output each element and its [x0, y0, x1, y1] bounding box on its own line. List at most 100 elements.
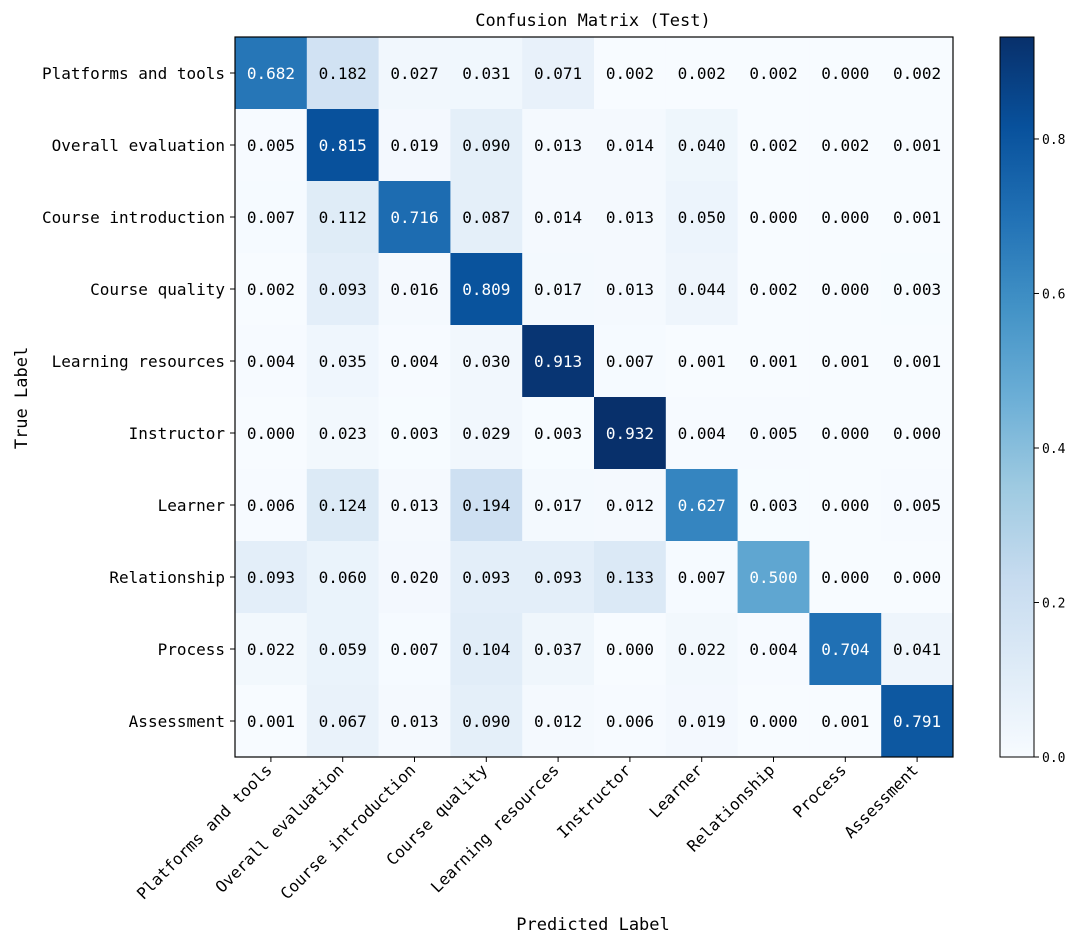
heatmap-cell-r8-c1	[306, 613, 380, 686]
heatmap-cell-r7-c6	[665, 541, 739, 614]
heatmap-cell-r0-c8	[809, 37, 882, 110]
cell-value-r5-c4: 0.003	[534, 424, 582, 443]
heatmap-cell-r8-c4	[522, 613, 595, 686]
heatmap-cell-r9-c7	[737, 685, 810, 758]
y-tick-label-8: Process	[158, 640, 225, 659]
cell-value-r5-c6: 0.004	[678, 424, 726, 443]
cell-value-r2-c1: 0.112	[319, 208, 367, 227]
heatmap-cell-r7-c4	[522, 541, 595, 614]
colorbar-tick-label-0: 0.0	[1042, 751, 1065, 766]
colorbar	[999, 36, 1035, 758]
heatmap-cell-r1-c1	[306, 109, 380, 182]
cell-value-r6-c5: 0.012	[606, 496, 654, 515]
heatmap-cell-r7-c1	[306, 541, 380, 614]
cell-value-r6-c6: 0.627	[678, 496, 726, 515]
cell-value-r4-c0: 0.004	[247, 352, 295, 371]
heatmap-cell-r3-c4	[522, 253, 595, 326]
cell-value-r5-c9: 0.000	[893, 424, 941, 443]
cell-value-r3-c7: 0.002	[749, 280, 797, 299]
cell-value-r5-c2: 0.003	[390, 424, 438, 443]
cell-value-r2-c8: 0.000	[821, 208, 869, 227]
heatmap-cell-r0-c4	[522, 37, 595, 110]
cell-value-r7-c5: 0.133	[606, 568, 654, 587]
cell-value-r6-c2: 0.013	[390, 496, 438, 515]
cell-value-r1-c2: 0.019	[390, 136, 438, 155]
x-axis-label: Predicted Label	[516, 915, 670, 935]
cell-value-r9-c8: 0.001	[821, 712, 869, 731]
heatmap-cell-r0-c6	[665, 37, 739, 110]
cell-value-r8-c4: 0.037	[534, 640, 582, 659]
heatmap-cell-r8-c8	[809, 613, 882, 686]
cell-value-r3-c5: 0.013	[606, 280, 654, 299]
heatmap-cell-r0-c0	[235, 37, 308, 110]
heatmap-cell-r8-c5	[594, 613, 667, 686]
cell-value-r8-c8: 0.704	[821, 640, 869, 659]
heatmap-cell-r9-c3	[450, 685, 523, 758]
cell-value-r8-c6: 0.022	[678, 640, 726, 659]
cell-value-r0-c3: 0.031	[462, 64, 510, 83]
cell-value-r8-c1: 0.059	[319, 640, 367, 659]
heatmap-cell-r0-c7	[737, 37, 810, 110]
cell-value-r0-c4: 0.071	[534, 64, 582, 83]
heatmap-cell-r6-c7	[737, 469, 810, 542]
cell-value-r6-c9: 0.005	[893, 496, 941, 515]
cell-value-r2-c9: 0.001	[893, 208, 941, 227]
cell-value-r5-c0: 0.000	[247, 424, 295, 443]
heatmap-cell-r0-c2	[378, 37, 451, 110]
heatmap-cell-r2-c5	[594, 181, 667, 254]
cell-value-r1-c6: 0.040	[678, 136, 726, 155]
cell-value-r2-c6: 0.050	[678, 208, 726, 227]
cell-value-r0-c6: 0.002	[678, 64, 726, 83]
heatmap-cell-r6-c6	[665, 469, 739, 542]
heatmap-cell-r6-c0	[235, 469, 308, 542]
cell-value-r4-c3: 0.030	[462, 352, 510, 371]
heatmap-cell-r8-c0	[235, 613, 308, 686]
heatmap-cell-labels: 0.682 0.182 0.027 0.031 0.071 0.002 0.002 0.002…	[247, 64, 941, 731]
cell-value-r2-c4: 0.014	[534, 208, 582, 227]
heatmap-cell-r3-c6	[665, 253, 739, 326]
y-tick-label-9: Assessment	[129, 712, 225, 731]
heatmap-cell-r9-c6	[665, 685, 739, 758]
heatmap-cell-r8-c3	[450, 613, 523, 686]
cell-value-r7-c6: 0.007	[678, 568, 726, 587]
heatmap-cell-r6-c3	[450, 469, 523, 542]
x-tick-label-2: Course introduction	[276, 760, 419, 903]
x-tick-label-8: Process	[789, 760, 850, 821]
cell-value-r1-c8: 0.002	[821, 136, 869, 155]
cell-value-r7-c1: 0.060	[319, 568, 367, 587]
x-tick-label-0: Platforms and tools	[133, 760, 276, 903]
heatmap-cell-r1-c3	[450, 109, 523, 182]
cell-value-r9-c4: 0.012	[534, 712, 582, 731]
heatmap-cell-r1-c9	[881, 109, 954, 182]
heatmap-cell-r3-c9	[881, 253, 954, 326]
cell-value-r5-c1: 0.023	[319, 424, 367, 443]
heatmap-cell-r3-c7	[737, 253, 810, 326]
y-tick-label-1: Overall evaluation	[52, 136, 225, 155]
x-tick-label-5: Instructor	[553, 760, 635, 842]
cell-value-r4-c2: 0.004	[390, 352, 438, 371]
heatmap-cell-r3-c8	[809, 253, 882, 326]
heatmap-cell-r5-c1	[306, 397, 380, 470]
heatmap-cell-r2-c7	[737, 181, 810, 254]
heatmap-cell-r0-c9	[881, 37, 954, 110]
heatmap-cell-r1-c5	[594, 109, 667, 182]
cell-value-r8-c7: 0.004	[749, 640, 797, 659]
heatmap-cell-r5-c5	[594, 397, 667, 470]
x-tick-label-6: Learner	[645, 760, 706, 821]
heatmap-cell-r3-c3	[450, 253, 523, 326]
cell-value-r3-c3: 0.809	[462, 280, 510, 299]
heatmap-cell-r5-c0	[235, 397, 308, 470]
cell-value-r7-c9: 0.000	[893, 568, 941, 587]
heatmap-cell-r7-c3	[450, 541, 523, 614]
heatmap-cell-r4-c9	[881, 325, 954, 398]
x-tick-label-9: Assessment	[840, 760, 922, 842]
cell-value-r9-c9: 0.791	[893, 712, 941, 731]
y-axis-label: True Label	[12, 347, 32, 449]
colorbar-ticks: 0.0 0.2 0.4 0.6 0.8	[1034, 133, 1066, 766]
heatmap-cell-r2-c6	[665, 181, 739, 254]
cell-value-r6-c1: 0.124	[319, 496, 367, 515]
cell-value-r0-c7: 0.002	[749, 64, 797, 83]
cell-value-r8-c9: 0.041	[893, 640, 941, 659]
heatmap-cell-r7-c0	[235, 541, 308, 614]
